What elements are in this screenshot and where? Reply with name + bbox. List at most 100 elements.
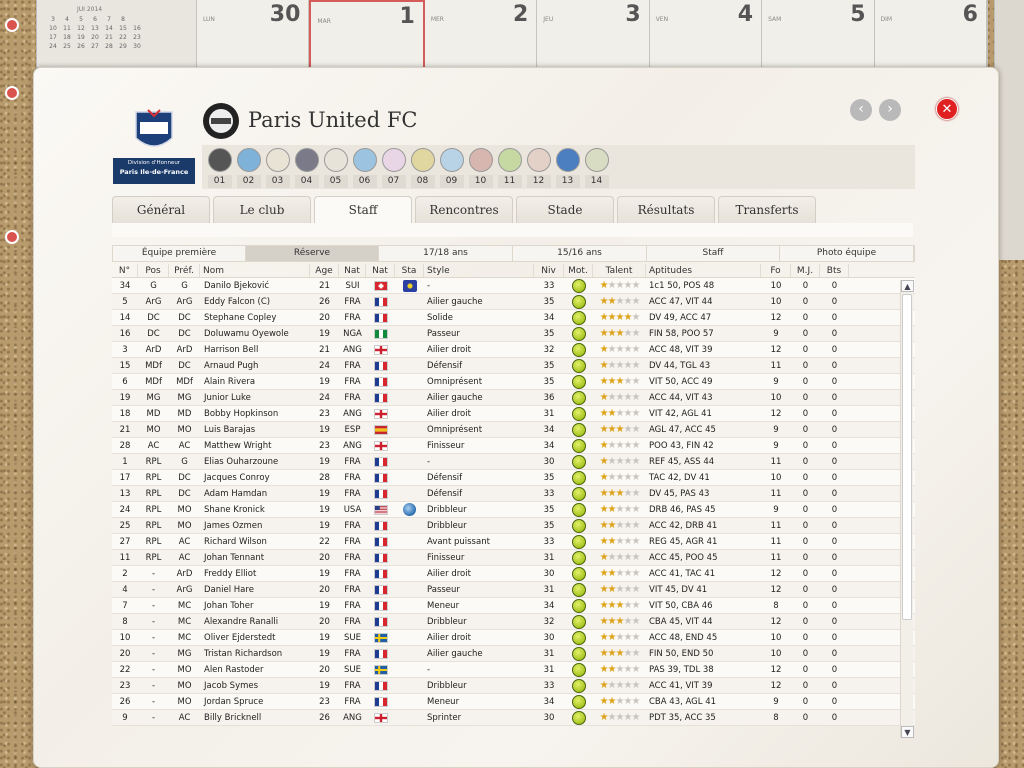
cell-nom[interactable]: Johan Toher	[204, 601, 254, 611]
table-row[interactable]: 3 ArD ArD Harrison Bell 21 ANG Ailier droit 32 ★…	[112, 342, 915, 358]
cell-nom[interactable]: Shane Kronick	[204, 505, 265, 515]
table-row[interactable]: 15 MDf DC Arnaud Pugh 24 FRA Défensif 35 ★★★★★ DV…	[112, 358, 915, 374]
cell-nom[interactable]: Freddy Elliot	[204, 569, 257, 579]
table-row[interactable]: 6 MDf MDf Alain Rivera 19 FRA Omniprésent 35 ★★★…	[112, 374, 915, 390]
cell-nom[interactable]: Danilo Bjeković	[204, 281, 270, 291]
cell-nom[interactable]: Luis Barajas	[204, 425, 256, 435]
cell-nom[interactable]: Johan Tennant	[204, 553, 265, 563]
cell-nom[interactable]: Alen Rastoder	[204, 665, 264, 675]
tab-stade[interactable]: Stade	[516, 196, 614, 223]
col-niv[interactable]: Niv	[534, 264, 564, 277]
cell-nom[interactable]: Eddy Falcon (C)	[204, 297, 271, 307]
cell-nom[interactable]: Jacob Symes	[204, 681, 259, 691]
league-club-item[interactable]: 12	[524, 145, 553, 189]
table-row[interactable]: 16 DC DC Doluwamu Oyewole 19 NGA Passeur 35 ★★★★…	[112, 326, 915, 342]
col-age[interactable]: Age	[310, 264, 339, 277]
cell-nom[interactable]: Bobby Hopkinson	[204, 409, 279, 419]
cell-nom[interactable]: Alain Rivera	[204, 377, 256, 387]
col-mj[interactable]: M.J.	[791, 264, 820, 277]
table-row[interactable]: 21 MO MO Luis Barajas 19 ESP Omniprésent 34 ★★★★…	[112, 422, 915, 438]
subtab-item[interactable]: Réserve	[246, 246, 379, 261]
col-nat[interactable]: Nat	[339, 264, 366, 277]
table-row[interactable]: 22- MO Alen Rastoder 20 SUE -31 ★★★★★ PAS 39, T…	[112, 662, 915, 678]
league-club-item[interactable]: 13	[553, 145, 582, 189]
table-row[interactable]: 14 DC DC Stephane Copley 20 FRA Solide 34 ★★★★★ D…	[112, 310, 915, 326]
table-row[interactable]: 19 MG MG Junior Luke 24 FRA Ailier gauche 36 ★★★…	[112, 390, 915, 406]
cell-nom[interactable]: Tristan Richardson	[204, 649, 283, 659]
table-row[interactable]: 24 RPL MO Shane Kronick 19 USA Dribbleur 35 ★★★★…	[112, 502, 915, 518]
col-fo[interactable]: Fo	[761, 264, 791, 277]
table-row[interactable]: 1 RPL G Elias Ouharzoune 19 FRA -30 ★★★★★ REF 45…	[112, 454, 915, 470]
table-row[interactable]: 11 RPL AC Johan Tennant 20 FRA Finisseur 31 ★★★★…	[112, 550, 915, 566]
prev-club-button[interactable]: ‹	[850, 99, 872, 121]
league-club-item[interactable]: 02	[234, 145, 263, 189]
cell-nom[interactable]: James Ozmen	[204, 521, 263, 531]
table-row[interactable]: 34 G G Danilo Bjeković 21 SUI -33 ★★★★★ 1c1 50, …	[112, 278, 915, 294]
table-row[interactable]: 28 AC AC Matthew Wright 23 ANG Finisseur 34 ★★★★…	[112, 438, 915, 454]
cell-nom[interactable]: Richard Wilson	[204, 537, 267, 547]
league-club-item[interactable]: 09	[437, 145, 466, 189]
league-club-item[interactable]: 08	[408, 145, 437, 189]
cell-nom[interactable]: Matthew Wright	[204, 441, 272, 451]
col-aptitudes[interactable]: Aptitudes	[646, 264, 761, 277]
table-row[interactable]: 17 RPL DC Jacques Conroy 28 FRA Défensif 35 ★★★★…	[112, 470, 915, 486]
table-row[interactable]: 18 MD MD Bobby Hopkinson 23 ANG Ailier droit 31…	[112, 406, 915, 422]
col-mot[interactable]: Mot.	[564, 264, 593, 277]
next-club-button[interactable]: ›	[879, 99, 901, 121]
cell-nom[interactable]: Arnaud Pugh	[204, 361, 259, 371]
cell-nom[interactable]: Jordan Spruce	[204, 697, 264, 707]
cell-nom[interactable]: Billy Bricknell	[204, 713, 262, 723]
table-row[interactable]: 13 RPL DC Adam Hamdan 19 FRA Défensif 33 ★★★★★ DV…	[112, 486, 915, 502]
col-style[interactable]: Style	[424, 264, 534, 277]
table-row[interactable]: 7- MC Johan Toher 19 FRA Meneur 34 ★★★★★ VIT 50,…	[112, 598, 915, 614]
scroll-thumb[interactable]	[902, 294, 912, 620]
league-club-item[interactable]: 01	[205, 145, 234, 189]
subtab-item[interactable]: 17/18 ans	[379, 246, 513, 261]
table-row[interactable]: 2- ArD Freddy Elliot 19 FRA Ailier droit 30 ★★★…	[112, 566, 915, 582]
table-row[interactable]: 26- MO Jordan Spruce 23 FRA Meneur 34 ★★★★★ CBA …	[112, 694, 915, 710]
scroll-up-button[interactable]: ▲	[901, 280, 914, 292]
cell-nom[interactable]: Elias Ouharzoune	[204, 457, 279, 467]
league-club-item[interactable]: 07	[379, 145, 408, 189]
table-row[interactable]: 8- MC Alexandre Ranalli 20 FRA Dribbleur 32 ★★★…	[112, 614, 915, 630]
col-pref[interactable]: Préf.	[169, 264, 200, 277]
col-nom[interactable]: Nom	[200, 264, 310, 277]
subtab-item[interactable]: Photo équipe	[780, 246, 914, 261]
col-pos[interactable]: Pos	[138, 264, 169, 277]
table-row[interactable]: 20 - MG Tristan Richardson 19 FRA Ailier gauch…	[112, 646, 915, 662]
cell-nom[interactable]: Doluwamu Oyewole	[204, 329, 289, 339]
cell-nom[interactable]: Daniel Hare	[204, 585, 254, 595]
league-club-item[interactable]: 10	[466, 145, 495, 189]
tab-leclub[interactable]: Le club	[213, 196, 311, 223]
tab-gnral[interactable]: Général	[112, 196, 210, 223]
tab-rencontres[interactable]: Rencontres	[415, 196, 513, 223]
col-nat-flag[interactable]: Nat	[366, 264, 395, 277]
table-row[interactable]: 9- AC Billy Bricknell 26 ANG Sprinter 30 ★★★★★ P…	[112, 710, 915, 726]
tab-staff[interactable]: Staff	[314, 196, 412, 224]
cell-nom[interactable]: Alexandre Ranalli	[204, 617, 279, 627]
table-row[interactable]: 23- MO Jacob Symes 19 FRA Dribbleur 33 ★★★★★ ACC…	[112, 678, 915, 694]
table-row[interactable]: 10 - MC Oliver Ejderstedt 19 SUE Ailier droit 3…	[112, 630, 915, 646]
league-club-item[interactable]: 06	[350, 145, 379, 189]
col-bts[interactable]: Bts	[820, 264, 849, 277]
close-button[interactable]: ✕	[936, 98, 958, 120]
table-scrollbar[interactable]: ▲ ▼	[900, 280, 914, 738]
col-talent[interactable]: Talent	[593, 264, 646, 277]
league-club-item[interactable]: 03	[263, 145, 292, 189]
cell-nom[interactable]: Oliver Ejderstedt	[204, 633, 276, 643]
col-no[interactable]: N°	[112, 264, 138, 277]
table-row[interactable]: 5 ArG ArG Eddy Falcon (C) 26 FRA Ailier gauche…	[112, 294, 915, 310]
league-club-item[interactable]: 04	[292, 145, 321, 189]
table-row[interactable]: 25 RPL MO James Ozmen 19 FRA Dribbleur 35 ★★★★★ A…	[112, 518, 915, 534]
cell-nom[interactable]: Junior Luke	[204, 393, 251, 403]
cell-nom[interactable]: Stephane Copley	[204, 313, 277, 323]
tab-rsultats[interactable]: Résultats	[617, 196, 715, 223]
col-sta[interactable]: Sta	[395, 264, 424, 277]
subtab-item[interactable]: Staff	[647, 246, 780, 261]
cell-nom[interactable]: Harrison Bell	[204, 345, 259, 355]
scroll-down-button[interactable]: ▼	[901, 726, 914, 738]
subtab-item[interactable]: Équipe première	[113, 246, 246, 261]
table-row[interactable]: 4- ArG Daniel Hare 20 FRA Passeur 31 ★★★★★ VIT 4…	[112, 582, 915, 598]
cell-nom[interactable]: Jacques Conroy	[204, 473, 270, 483]
tab-transferts[interactable]: Transferts	[718, 196, 816, 223]
